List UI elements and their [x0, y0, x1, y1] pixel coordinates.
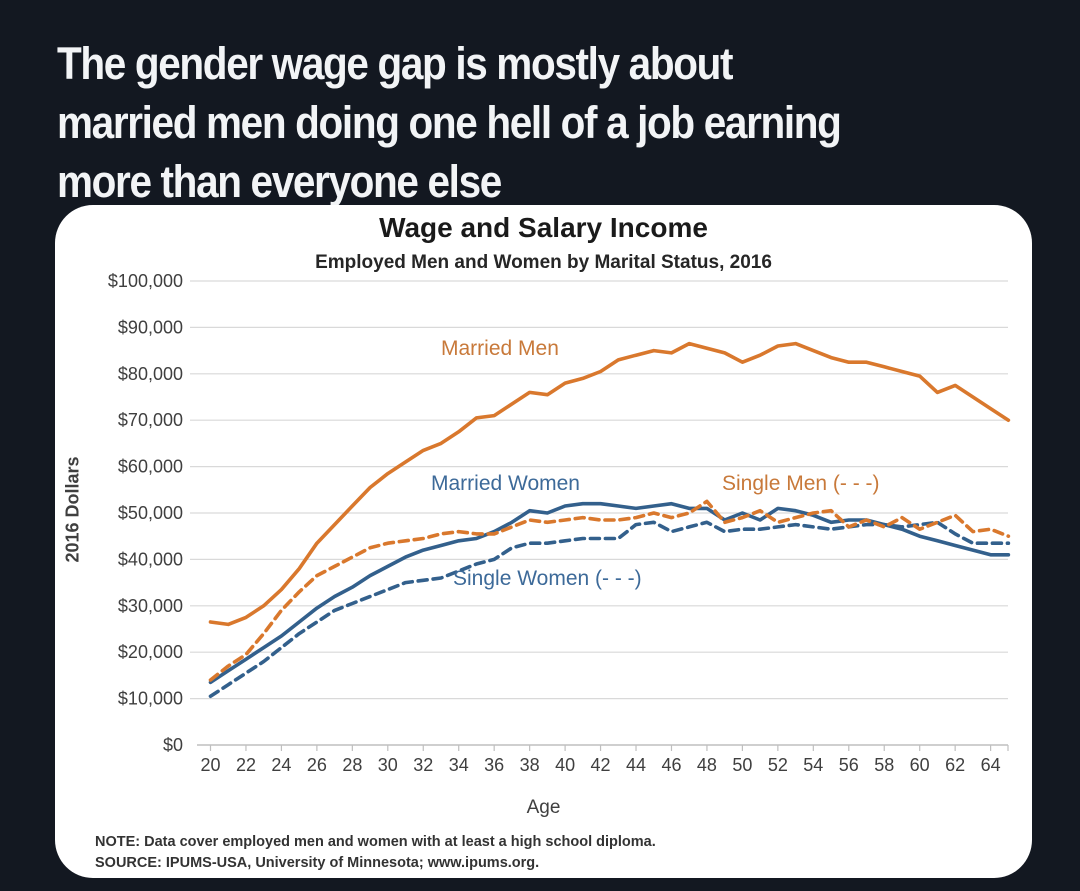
y-tick-label: $20,000 — [118, 642, 183, 662]
headline-line-3: more than everyone else — [57, 156, 502, 208]
x-tick-label: 40 — [555, 755, 575, 775]
y-tick-label: $50,000 — [118, 503, 183, 523]
x-tick-label: 30 — [378, 755, 398, 775]
chart-source: SOURCE: IPUMS-USA, University of Minneso… — [95, 855, 540, 871]
x-tick-label: 60 — [910, 755, 930, 775]
x-tick-label: 50 — [732, 755, 752, 775]
series-label-single-women: Single Women (- - -) — [453, 567, 642, 590]
x-tick-label: 48 — [697, 755, 717, 775]
series-label-married-women: Married Women — [431, 472, 580, 495]
x-tick-label: 36 — [484, 755, 504, 775]
chart-note: NOTE: Data cover employed men and women … — [95, 834, 656, 850]
chart-card: Wage and Salary Income Employed Men and … — [55, 205, 1032, 878]
chart-subtitle: Employed Men and Women by Marital Status… — [315, 252, 772, 273]
series-label-married-men: Married Men — [441, 337, 559, 360]
y-tick-label: $80,000 — [118, 364, 183, 384]
x-tick-label: 24 — [271, 755, 291, 775]
x-tick-label: 64 — [981, 755, 1001, 775]
y-tick-label: $40,000 — [118, 549, 183, 569]
series-line-single-women — [208, 520, 1011, 699]
series-line-single-men — [208, 499, 1011, 682]
y-tick-label: $30,000 — [118, 596, 183, 616]
post-headline: The gender wage gap is mostly about marr… — [57, 34, 1077, 211]
chart-canvas: $0 $10,000 $20,000 $30,000 $40,000 $50,000 $60… — [108, 271, 1011, 775]
x-tick-label: 62 — [945, 755, 965, 775]
x-tick-label: 56 — [839, 755, 859, 775]
x-tick-label: 28 — [342, 755, 362, 775]
y-tick-label: $60,000 — [118, 457, 183, 477]
x-axis-title: Age — [526, 797, 561, 818]
headline-line-2: married men doing one hell of a job earn… — [57, 97, 842, 149]
x-tick-label: 26 — [307, 755, 327, 775]
y-tick-label: $0 — [163, 735, 183, 755]
y-tick-label: $70,000 — [118, 410, 183, 430]
x-tick-label: 22 — [236, 755, 256, 775]
x-tick-label: 54 — [803, 755, 823, 775]
x-tick-label: 32 — [413, 755, 433, 775]
x-tick-label: 38 — [520, 755, 540, 775]
y-tick-label: $90,000 — [118, 317, 183, 337]
series-label-single-men: Single Men (- - -) — [722, 472, 880, 495]
x-tick-label: 42 — [591, 755, 611, 775]
x-tick-label: 20 — [200, 755, 220, 775]
headline-line-1: The gender wage gap is mostly about — [57, 38, 733, 90]
x-tick-label: 52 — [768, 755, 788, 775]
x-tick-label: 44 — [626, 755, 646, 775]
x-tick-label: 34 — [449, 755, 469, 775]
chart-title: Wage and Salary Income — [379, 212, 708, 243]
y-tick-label: $10,000 — [118, 689, 183, 709]
x-tick-label: 58 — [874, 755, 894, 775]
x-tick-label: 46 — [661, 755, 681, 775]
y-tick-label: $100,000 — [108, 271, 183, 291]
series-line-married-men — [208, 341, 1011, 627]
